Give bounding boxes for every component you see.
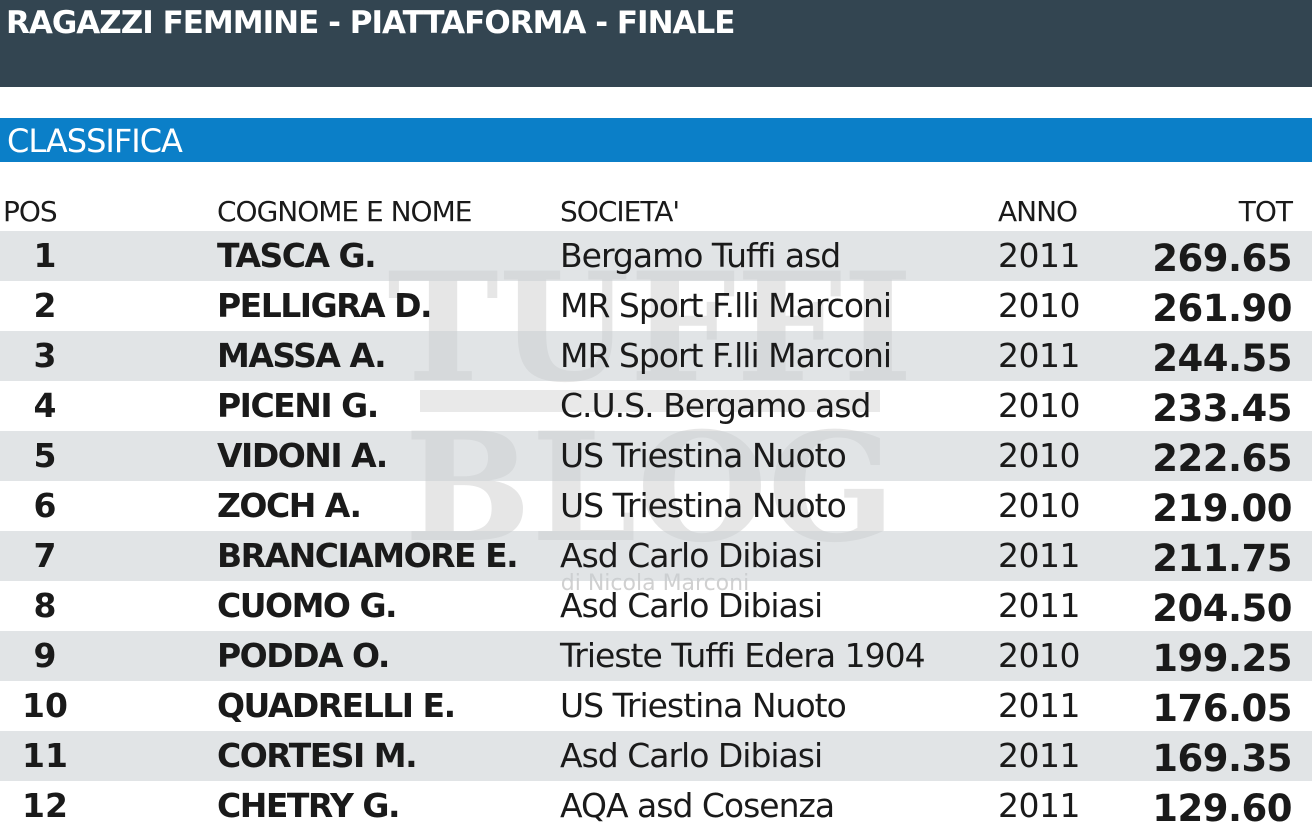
table-row: 8 CUOMO G. Asd Carlo Dibiasi 2011 204.50 [0, 581, 1312, 631]
cell-club: Bergamo Tuffi asd [560, 236, 841, 275]
cell-pos: 3 [33, 336, 57, 375]
event-header: RAGAZZI FEMMINE - PIATTAFORMA - FINALE [0, 0, 1312, 87]
cell-total: 244.55 [1152, 337, 1292, 380]
cell-total: 199.25 [1152, 637, 1292, 680]
table-row: 12 CHETRY G. AQA asd Cosenza 2011 129.60 [0, 781, 1312, 831]
cell-year: 2010 [998, 636, 1080, 675]
cell-pos: 5 [33, 436, 57, 475]
event-title: RAGAZZI FEMMINE - PIATTAFORMA - FINALE [6, 5, 735, 41]
cell-club: US Triestina Nuoto [560, 436, 847, 475]
cell-name: BRANCIAMORE E. [217, 536, 519, 575]
cell-club: Asd Carlo Dibiasi [560, 736, 823, 775]
cell-year: 2011 [998, 736, 1080, 775]
cell-pos: 12 [22, 786, 68, 825]
section-bar: CLASSIFICA [0, 118, 1312, 162]
cell-name: QUADRELLI E. [217, 686, 456, 725]
cell-name: PELLIGRA D. [217, 286, 433, 325]
cell-total: 233.45 [1152, 387, 1292, 430]
cell-name: VIDONI A. [217, 436, 388, 475]
cell-year: 2010 [998, 286, 1080, 325]
cell-total: 204.50 [1152, 587, 1292, 630]
cell-total: 211.75 [1152, 537, 1292, 580]
ranking-table: 1 TASCA G. Bergamo Tuffi asd 2011 269.65… [0, 231, 1312, 831]
cell-name: ZOCH A. [217, 486, 362, 525]
cell-club: Trieste Tuffi Edera 1904 [560, 636, 926, 675]
cell-club: MR Sport F.lli Marconi [560, 336, 892, 375]
cell-year: 2010 [998, 486, 1080, 525]
header-total: TOT [1238, 195, 1293, 228]
cell-year: 2011 [998, 586, 1080, 625]
table-row: 7 BRANCIAMORE E. Asd Carlo Dibiasi 2011 … [0, 531, 1312, 581]
cell-name: PICENI G. [217, 386, 379, 425]
cell-pos: 2 [33, 286, 57, 325]
cell-year: 2011 [998, 236, 1080, 275]
cell-club: MR Sport F.lli Marconi [560, 286, 892, 325]
cell-name: CHETRY G. [217, 786, 401, 825]
cell-total: 269.65 [1152, 237, 1292, 280]
cell-total: 176.05 [1152, 687, 1292, 730]
table-row: 9 PODDA O. Trieste Tuffi Edera 1904 2010… [0, 631, 1312, 681]
column-headers: POS COGNOME E NOME SOCIETA' ANNO TOT [0, 192, 1312, 232]
cell-name: PODDA O. [217, 636, 390, 675]
cell-pos: 10 [22, 686, 68, 725]
cell-name: MASSA A. [217, 336, 387, 375]
cell-pos: 7 [33, 536, 57, 575]
cell-pos: 11 [22, 736, 68, 775]
cell-year: 2011 [998, 786, 1080, 825]
cell-club: AQA asd Cosenza [560, 786, 835, 825]
table-row: 5 VIDONI A. US Triestina Nuoto 2010 222.… [0, 431, 1312, 481]
table-row: 1 TASCA G. Bergamo Tuffi asd 2011 269.65 [0, 231, 1312, 281]
table-row: 4 PICENI G. C.U.S. Bergamo asd 2010 233.… [0, 381, 1312, 431]
cell-club: Asd Carlo Dibiasi [560, 536, 823, 575]
cell-pos: 9 [33, 636, 57, 675]
table-row: 11 CORTESI M. Asd Carlo Dibiasi 2011 169… [0, 731, 1312, 781]
table-row: 10 QUADRELLI E. US Triestina Nuoto 2011 … [0, 681, 1312, 731]
cell-club: US Triestina Nuoto [560, 686, 847, 725]
cell-total: 129.60 [1152, 787, 1292, 830]
header-club: SOCIETA' [560, 195, 680, 228]
cell-name: CUOMO G. [217, 586, 398, 625]
header-year: ANNO [998, 195, 1078, 228]
cell-year: 2011 [998, 336, 1080, 375]
table-row: 2 PELLIGRA D. MR Sport F.lli Marconi 201… [0, 281, 1312, 331]
cell-total: 219.00 [1152, 487, 1292, 530]
cell-club: Asd Carlo Dibiasi [560, 586, 823, 625]
cell-year: 2010 [998, 386, 1080, 425]
section-title: CLASSIFICA [7, 122, 183, 160]
cell-name: TASCA G. [217, 236, 377, 275]
cell-pos: 1 [33, 236, 57, 275]
cell-total: 169.35 [1152, 737, 1292, 780]
table-row: 3 MASSA A. MR Sport F.lli Marconi 2011 2… [0, 331, 1312, 381]
cell-year: 2010 [998, 436, 1080, 475]
cell-club: US Triestina Nuoto [560, 486, 847, 525]
table-row: 6 ZOCH A. US Triestina Nuoto 2010 219.00 [0, 481, 1312, 531]
cell-year: 2011 [998, 536, 1080, 575]
header-pos: POS [3, 195, 58, 228]
cell-pos: 6 [33, 486, 57, 525]
cell-total: 222.65 [1152, 437, 1292, 480]
cell-year: 2011 [998, 686, 1080, 725]
cell-club: C.U.S. Bergamo asd [560, 386, 871, 425]
cell-name: CORTESI M. [217, 736, 418, 775]
cell-pos: 4 [33, 386, 57, 425]
cell-pos: 8 [33, 586, 57, 625]
cell-total: 261.90 [1152, 287, 1292, 330]
header-name: COGNOME E NOME [217, 195, 472, 228]
